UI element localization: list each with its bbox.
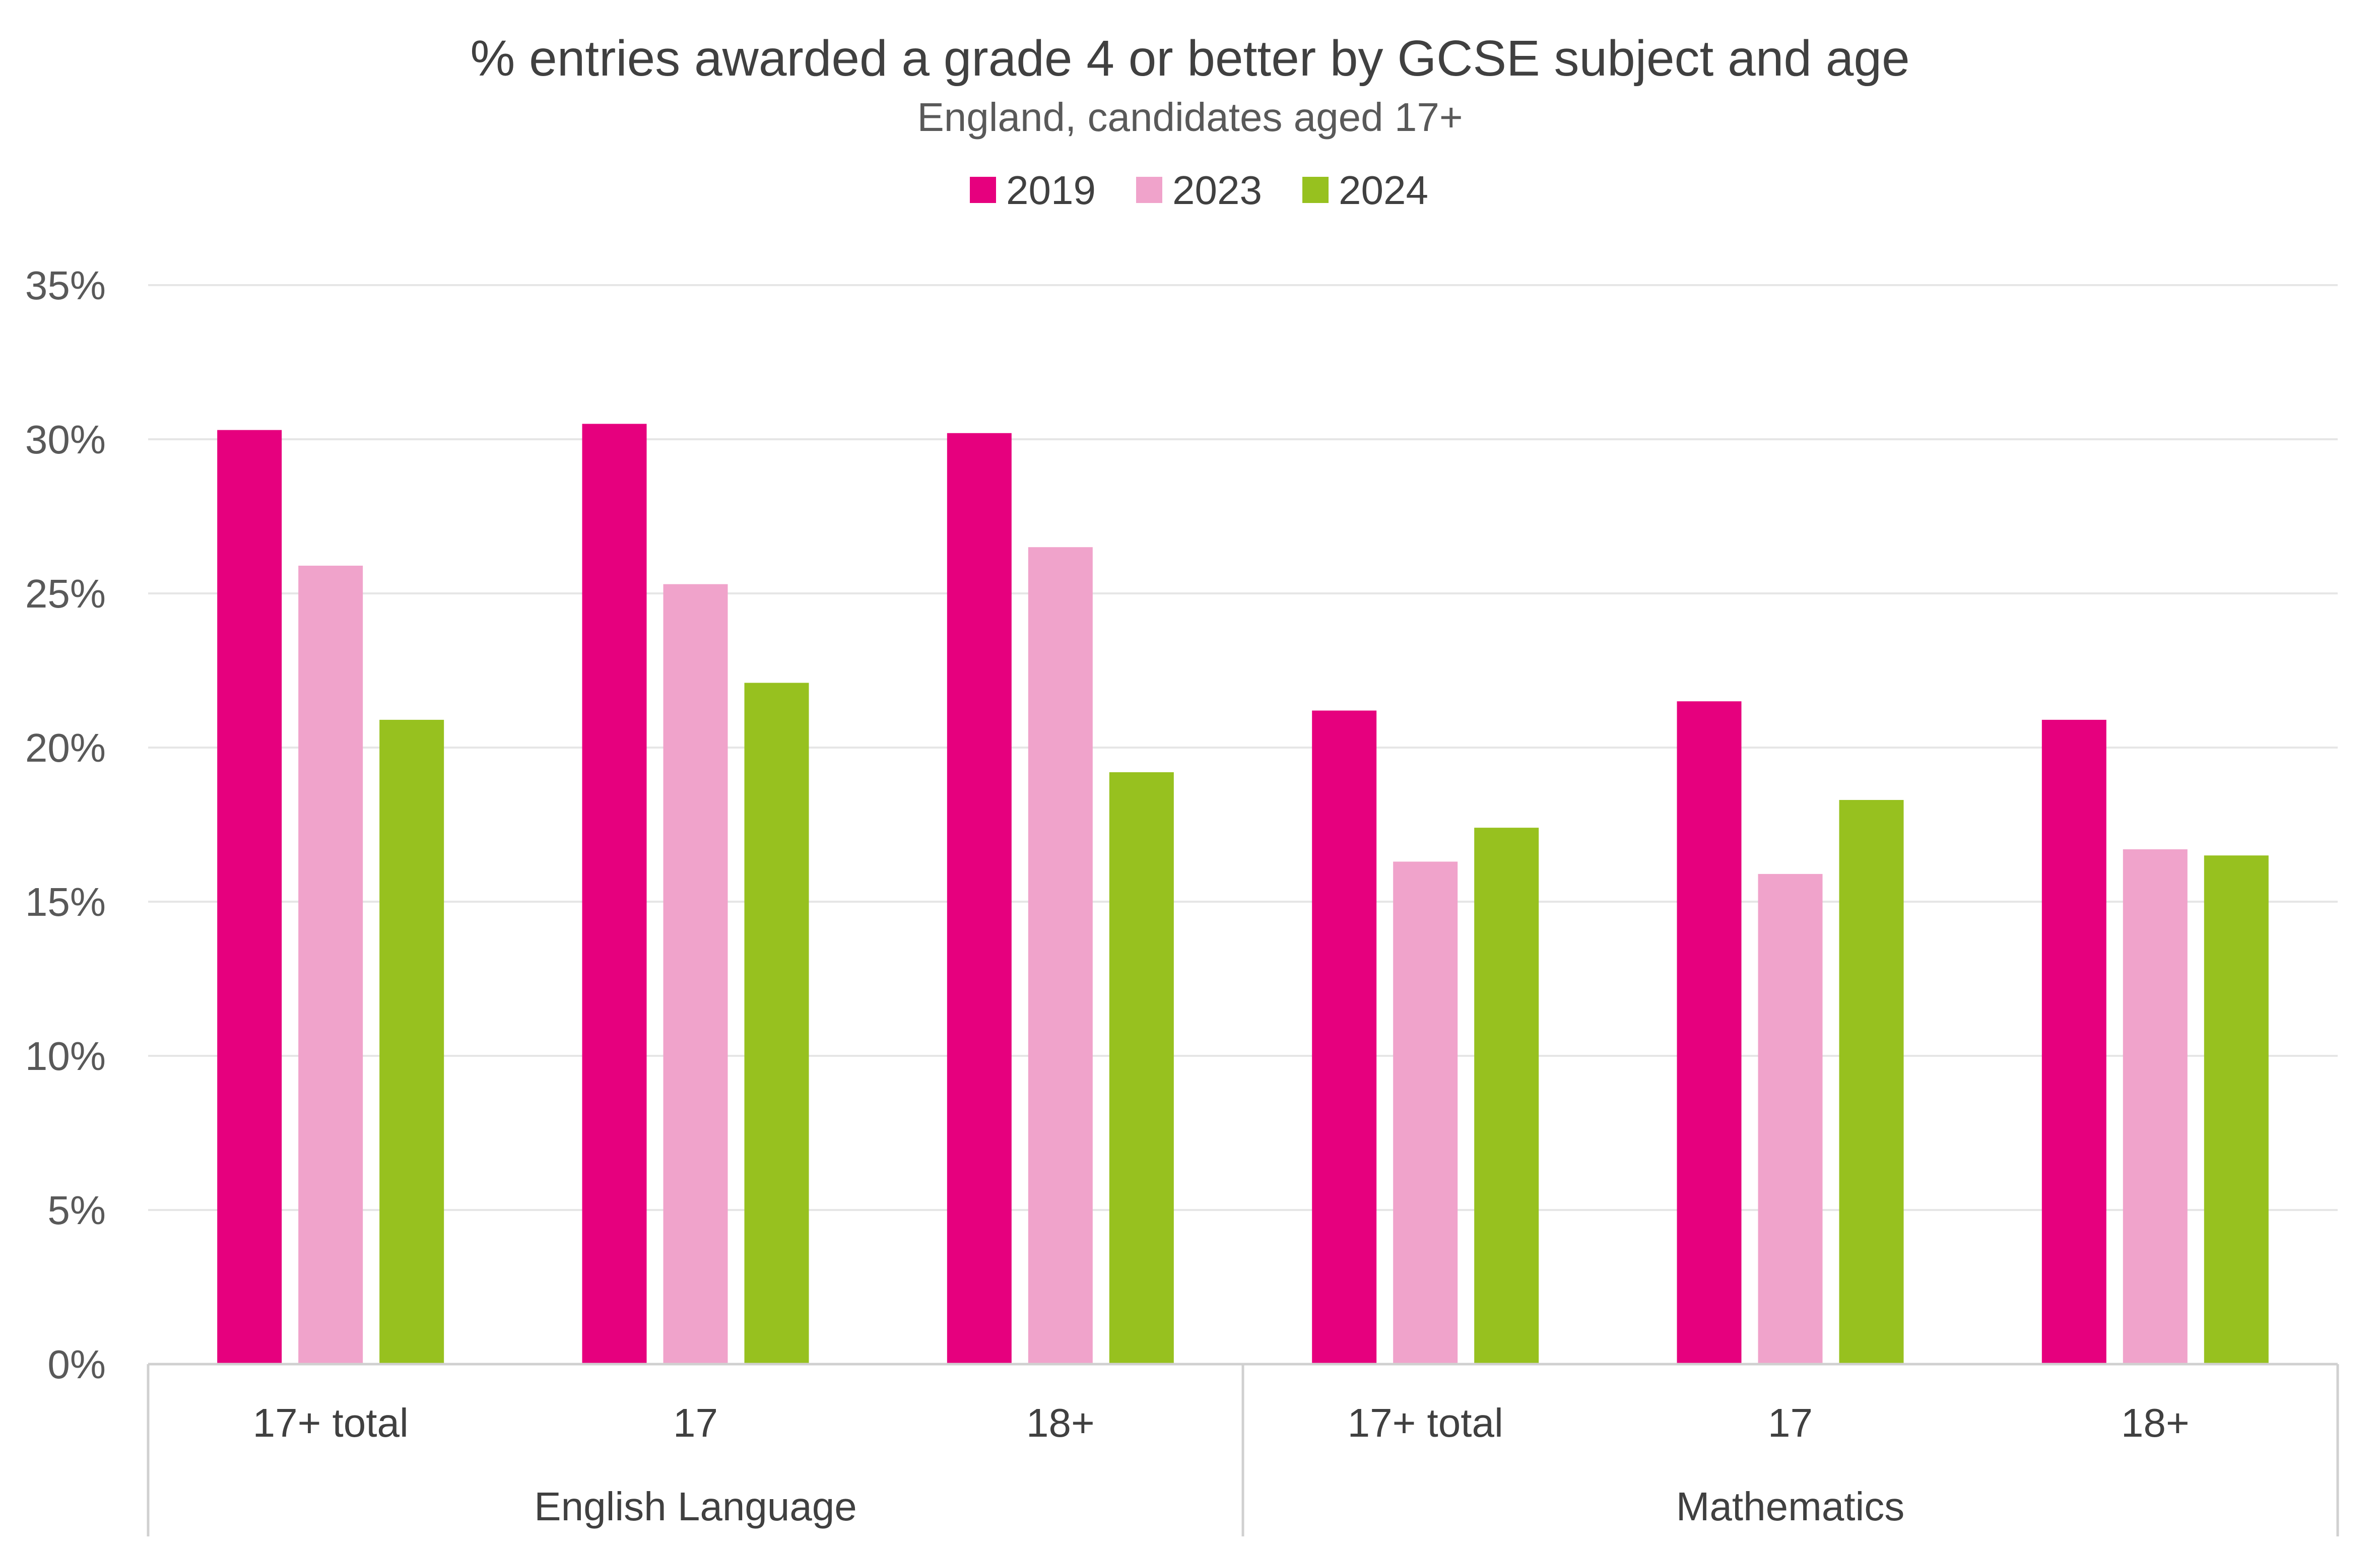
bar-2019 bbox=[582, 424, 647, 1364]
bar-2023 bbox=[1028, 547, 1093, 1364]
bar-2024 bbox=[1109, 772, 1174, 1364]
y-tick-label: 30% bbox=[25, 417, 106, 462]
bar-2023 bbox=[1393, 861, 1458, 1364]
category-label: 17+ total bbox=[1348, 1400, 1503, 1445]
bar-2019 bbox=[217, 430, 282, 1364]
bar-2024 bbox=[2204, 855, 2269, 1364]
legend-swatch bbox=[1136, 177, 1162, 203]
bar-2023 bbox=[1758, 873, 1823, 1364]
bars bbox=[217, 424, 2269, 1364]
legend-label: 2019 bbox=[1006, 168, 1096, 213]
legend: 2019 2023 2024 bbox=[970, 168, 1428, 213]
category-label: 17 bbox=[1768, 1400, 1813, 1445]
y-tick-label: 15% bbox=[25, 880, 106, 924]
labels: % entries awarded a grade 4 or better by… bbox=[470, 30, 1909, 140]
legend-label: 2024 bbox=[1339, 168, 1428, 213]
gridlines bbox=[148, 284, 2338, 1211]
bar-2024 bbox=[379, 719, 444, 1364]
category-label: 17 bbox=[673, 1400, 718, 1445]
bar-2023 bbox=[663, 584, 728, 1364]
chart-subtitle: England, candidates aged 17+ bbox=[917, 95, 1463, 140]
y-tick-label: 0% bbox=[47, 1342, 106, 1387]
y-tick-label: 20% bbox=[25, 725, 106, 770]
category-label: 18+ bbox=[2121, 1400, 2190, 1445]
legend-swatch bbox=[970, 177, 996, 203]
bar-2019 bbox=[947, 433, 1012, 1364]
y-tick-label: 10% bbox=[25, 1034, 106, 1079]
y-tick-label: 35% bbox=[25, 263, 106, 308]
legend-label: 2023 bbox=[1172, 168, 1262, 213]
bar-2023 bbox=[2123, 849, 2188, 1364]
bar-2019 bbox=[1677, 701, 1742, 1364]
bar-2024 bbox=[1839, 800, 1904, 1364]
legend-swatch bbox=[1302, 177, 1329, 203]
bar-2019 bbox=[2041, 719, 2106, 1364]
bar-2019 bbox=[1312, 710, 1377, 1364]
bar-2024 bbox=[1474, 828, 1539, 1364]
group-label: English Language bbox=[534, 1484, 857, 1529]
category-label: 17+ total bbox=[253, 1400, 409, 1445]
chart-title: % entries awarded a grade 4 or better by… bbox=[470, 30, 1909, 87]
bar-2024 bbox=[744, 683, 809, 1364]
axes: 0% 5% 10% 15% 20% 25% 30% 35% 17+ total 17 18+ 17+ … bbox=[25, 263, 2339, 1536]
y-tick-label: 5% bbox=[47, 1188, 106, 1233]
y-tick-label: 25% bbox=[25, 571, 106, 616]
bar-2023 bbox=[298, 565, 363, 1364]
category-label: 18+ bbox=[1026, 1400, 1095, 1445]
group-label: Mathematics bbox=[1676, 1484, 1904, 1529]
